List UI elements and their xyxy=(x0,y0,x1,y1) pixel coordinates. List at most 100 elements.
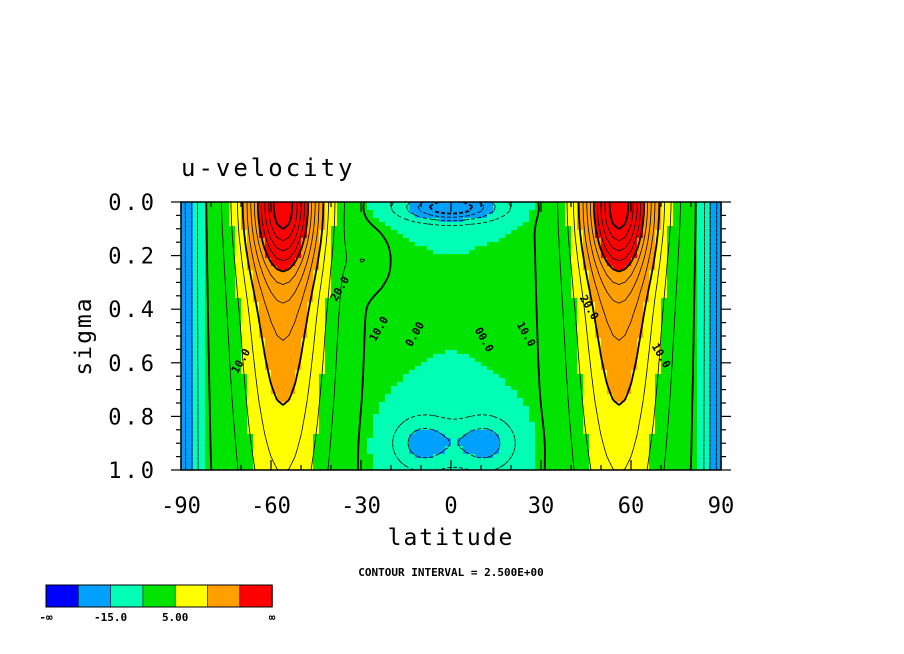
field-cell xyxy=(385,302,392,307)
field-cell xyxy=(667,286,674,291)
field-cell xyxy=(211,274,218,279)
field-cell xyxy=(385,342,392,347)
field-cell xyxy=(487,370,494,375)
field-cell xyxy=(601,266,608,271)
field-cell xyxy=(211,314,218,319)
field-cell xyxy=(397,302,404,307)
field-cell xyxy=(343,286,350,291)
field-cell xyxy=(487,214,494,219)
field-cell xyxy=(439,398,446,403)
field-cell xyxy=(313,306,320,311)
field-cell xyxy=(283,206,290,211)
field-cell xyxy=(547,322,554,327)
field-cell xyxy=(421,382,428,387)
field-cell xyxy=(649,302,656,307)
field-cell xyxy=(595,386,602,391)
field-cell xyxy=(487,206,494,211)
field-cell xyxy=(553,390,560,395)
field-cell xyxy=(535,398,542,403)
field-cell xyxy=(343,358,350,363)
field-cell xyxy=(313,406,320,411)
field-cell xyxy=(343,306,350,311)
field-cell xyxy=(451,402,458,407)
field-cell xyxy=(673,354,680,359)
field-cell xyxy=(307,398,314,403)
field-cell xyxy=(529,314,536,319)
field-cell xyxy=(625,218,632,223)
field-cell xyxy=(445,222,452,227)
field-cell xyxy=(559,238,566,243)
field-cell xyxy=(337,414,344,419)
field-cell xyxy=(631,358,638,363)
field-cell xyxy=(505,418,512,423)
field-cell xyxy=(553,270,560,275)
field-cell xyxy=(607,238,614,243)
field-cell xyxy=(613,386,620,391)
field-cell xyxy=(703,346,710,351)
field-cell xyxy=(655,394,662,399)
field-cell xyxy=(439,346,446,351)
field-cell xyxy=(511,250,518,255)
field-cell xyxy=(547,406,554,411)
field-cell xyxy=(187,386,194,391)
field-cell xyxy=(559,362,566,367)
field-cell xyxy=(667,414,674,419)
field-cell xyxy=(349,250,356,255)
field-cell xyxy=(673,414,680,419)
field-cell xyxy=(631,378,638,383)
field-cell xyxy=(601,386,608,391)
field-cell xyxy=(553,414,560,419)
field-cell xyxy=(697,282,704,287)
field-cell xyxy=(289,418,296,423)
field-cell xyxy=(601,246,608,251)
field-cell xyxy=(565,250,572,255)
field-cell xyxy=(223,350,230,355)
field-cell xyxy=(379,274,386,279)
field-cell xyxy=(541,370,548,375)
field-cell xyxy=(421,258,428,263)
field-cell xyxy=(301,254,308,259)
field-cell xyxy=(445,238,452,243)
field-cell xyxy=(607,262,614,267)
field-cell xyxy=(403,398,410,403)
field-cell xyxy=(637,350,644,355)
field-cell xyxy=(307,422,314,427)
field-cell xyxy=(661,326,668,331)
field-cell xyxy=(547,294,554,299)
field-cell xyxy=(217,282,224,287)
field-cell xyxy=(469,418,476,423)
field-cell xyxy=(517,298,524,303)
field-cell xyxy=(271,370,278,375)
field-cell xyxy=(601,394,608,399)
field-cell xyxy=(379,294,386,299)
field-cell xyxy=(409,202,416,207)
field-cell xyxy=(631,242,638,247)
field-cell xyxy=(331,418,338,423)
field-cell xyxy=(625,226,632,231)
field-cell xyxy=(397,274,404,279)
field-cell xyxy=(667,258,674,263)
field-cell xyxy=(307,410,314,415)
field-cell xyxy=(211,394,218,399)
field-cell xyxy=(589,258,596,263)
field-cell xyxy=(547,394,554,399)
field-cell xyxy=(229,418,236,423)
field-cell xyxy=(661,358,668,363)
field-cell xyxy=(511,326,518,331)
field-cell xyxy=(709,366,716,371)
field-cell xyxy=(655,406,662,411)
field-cell xyxy=(715,418,721,423)
field-cell xyxy=(397,406,404,411)
field-cell xyxy=(283,414,290,419)
field-cell xyxy=(427,390,434,395)
field-cell xyxy=(415,234,422,239)
field-cell xyxy=(247,294,254,299)
field-cell xyxy=(667,350,674,355)
field-cell xyxy=(283,346,290,351)
field-cell xyxy=(643,278,650,283)
field-cell xyxy=(421,346,428,351)
field-cell xyxy=(439,338,446,343)
field-cell xyxy=(475,282,482,287)
field-cell xyxy=(409,286,416,291)
field-cell xyxy=(271,398,278,403)
